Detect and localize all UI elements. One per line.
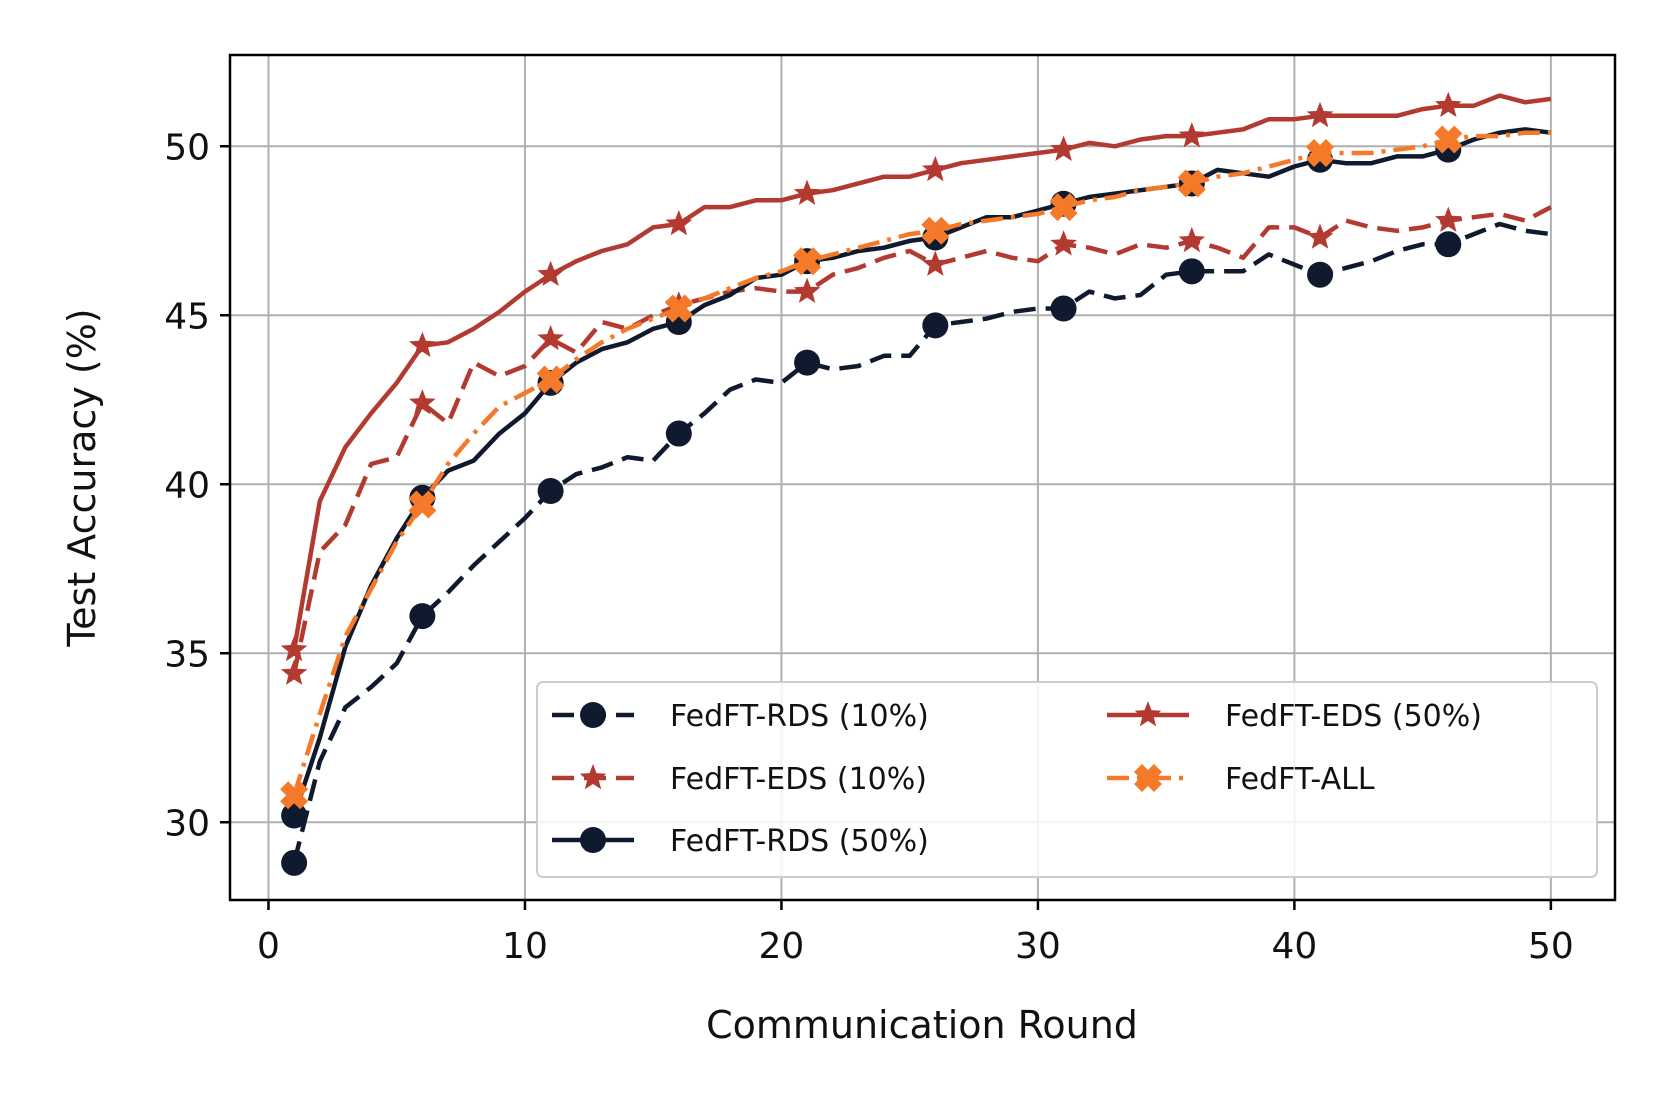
- data-point-marker: [922, 312, 949, 339]
- data-point-marker: [1435, 206, 1462, 232]
- data-point-marker: [1306, 101, 1334, 128]
- data-point-marker: [1434, 125, 1463, 154]
- data-point-marker: [280, 635, 308, 662]
- series-2: [280, 205, 1552, 685]
- legend-label: FedFT-EDS (10%): [670, 762, 927, 797]
- axis-ticks: 0 10 20 30 40 50 30 35 40 45 50: [164, 127, 1574, 967]
- data-point-marker: [793, 179, 821, 205]
- series-line: [291, 205, 1552, 674]
- data-point-marker: [280, 781, 309, 810]
- x-tick-label: 0: [257, 926, 280, 967]
- plot-lines: [280, 91, 1552, 876]
- x-tick-label: 50: [1528, 926, 1574, 967]
- legend-label: FedFT-ALL: [1225, 762, 1375, 797]
- legend-label: FedFT-EDS (50%): [1225, 699, 1482, 734]
- data-point-marker: [1178, 226, 1206, 253]
- legend-label: FedFT-RDS (10%): [670, 699, 929, 734]
- series-line: [291, 93, 1552, 651]
- legend-swatch-marker: [1134, 701, 1162, 727]
- y-tick-label: 50: [164, 127, 210, 168]
- legend-swatch-marker: [1134, 764, 1162, 792]
- data-point-marker: [537, 478, 564, 505]
- data-point-marker: [537, 324, 564, 351]
- x-tick-label: 20: [759, 926, 805, 967]
- data-point-marker: [1435, 231, 1462, 258]
- y-tick-label: 35: [164, 634, 210, 675]
- data-point-marker: [1178, 258, 1205, 285]
- x-axis-label: Communication Round: [706, 1003, 1138, 1047]
- series-5: [280, 125, 1551, 810]
- data-point-marker: [922, 250, 949, 276]
- legend-item-1: FedFT-RDS (10%): [552, 699, 929, 734]
- data-point-marker: [1177, 169, 1206, 198]
- data-point-marker: [1050, 135, 1077, 161]
- data-point-marker: [793, 277, 821, 303]
- grid: [230, 55, 1615, 900]
- data-point-marker: [409, 389, 436, 415]
- data-point-marker: [1435, 91, 1462, 117]
- data-point-marker: [665, 210, 693, 236]
- data-point-marker: [1307, 261, 1334, 288]
- y-tick-label: 30: [164, 803, 210, 844]
- legend-item-5: FedFT-ALL: [1107, 762, 1375, 797]
- legend: FedFT-RDS (10%) FedFT-EDS (10%) FedFT-RDS …: [536, 681, 1598, 878]
- series-line: [291, 221, 1552, 864]
- legend-swatch-marker: [580, 827, 606, 853]
- y-tick-label: 40: [164, 465, 210, 506]
- y-axis-label: Test Accuracy (%): [60, 308, 104, 647]
- legend-swatch-marker: [579, 764, 607, 790]
- data-point-marker: [409, 331, 436, 357]
- legend-item-2: FedFT-EDS (10%): [552, 762, 927, 797]
- legend-item-3: FedFT-RDS (50%): [552, 824, 929, 859]
- data-point-marker: [794, 349, 821, 376]
- data-point-marker: [281, 802, 308, 829]
- series-line: [291, 130, 1551, 796]
- x-tick-label: 40: [1271, 926, 1317, 967]
- legend-box: [536, 681, 1598, 878]
- data-point-marker: [793, 247, 822, 276]
- data-point-marker: [408, 490, 437, 519]
- data-point-marker: [1178, 122, 1206, 148]
- data-point-marker: [537, 260, 564, 286]
- data-point-marker: [1306, 223, 1334, 249]
- data-point-marker: [1049, 193, 1078, 222]
- data-point-marker: [1050, 295, 1077, 322]
- data-point-marker: [280, 659, 308, 685]
- data-point-marker: [664, 294, 693, 323]
- legend-swatch-marker: [580, 702, 606, 728]
- data-point-marker: [665, 420, 692, 447]
- series-1: [281, 221, 1552, 876]
- data-point-marker: [536, 365, 565, 394]
- data-point-marker: [281, 849, 308, 876]
- data-point-marker: [922, 155, 949, 182]
- data-point-marker: [409, 603, 436, 630]
- legend-label: FedFT-RDS (50%): [670, 824, 929, 859]
- data-point-marker: [1306, 139, 1334, 167]
- x-tick-label: 10: [502, 926, 548, 967]
- series-4: [280, 91, 1552, 662]
- x-tick-label: 30: [1015, 926, 1061, 967]
- plot-frame: [228, 53, 1617, 902]
- data-point-marker: [1050, 230, 1077, 256]
- y-tick-label: 45: [164, 296, 210, 337]
- legend-item-4: FedFT-EDS (50%): [1107, 699, 1482, 734]
- data-point-marker: [921, 216, 950, 245]
